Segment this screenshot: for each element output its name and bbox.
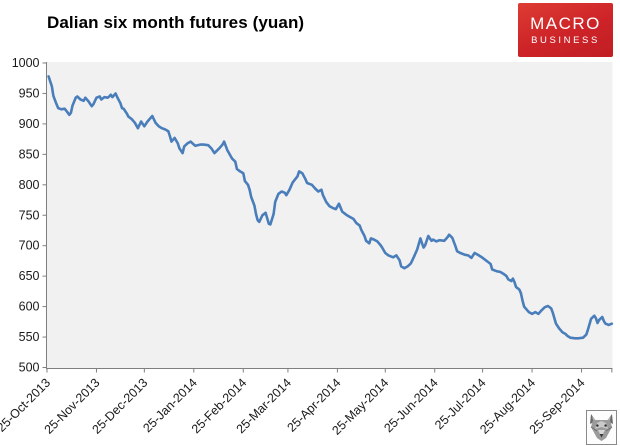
logo-text-business: BUSINESS bbox=[531, 34, 600, 46]
y-axis-label: 650 bbox=[19, 269, 40, 283]
macrobusiness-logo: MACRO BUSINESS bbox=[518, 3, 613, 57]
series-line-dalian-futures bbox=[47, 75, 614, 340]
y-axis-label: 500 bbox=[19, 361, 40, 375]
plot-area bbox=[46, 62, 613, 369]
y-axis-label: 600 bbox=[19, 300, 40, 314]
chart-title: Dalian six month futures (yuan) bbox=[47, 13, 305, 32]
wolf-icon-drawing bbox=[590, 414, 613, 441]
y-axis-label: 950 bbox=[19, 86, 40, 100]
y-axis-label: 900 bbox=[19, 117, 40, 131]
y-axis-label: 700 bbox=[19, 239, 40, 253]
y-axis-label: 1000 bbox=[12, 56, 40, 70]
y-axis-label: 550 bbox=[19, 330, 40, 344]
logo-text-macro: MACRO bbox=[530, 13, 601, 33]
wolf-icon bbox=[586, 410, 617, 445]
y-axis-label: 750 bbox=[19, 208, 40, 222]
y-axis-label: 850 bbox=[19, 147, 40, 161]
y-axis-label: 800 bbox=[19, 178, 40, 192]
